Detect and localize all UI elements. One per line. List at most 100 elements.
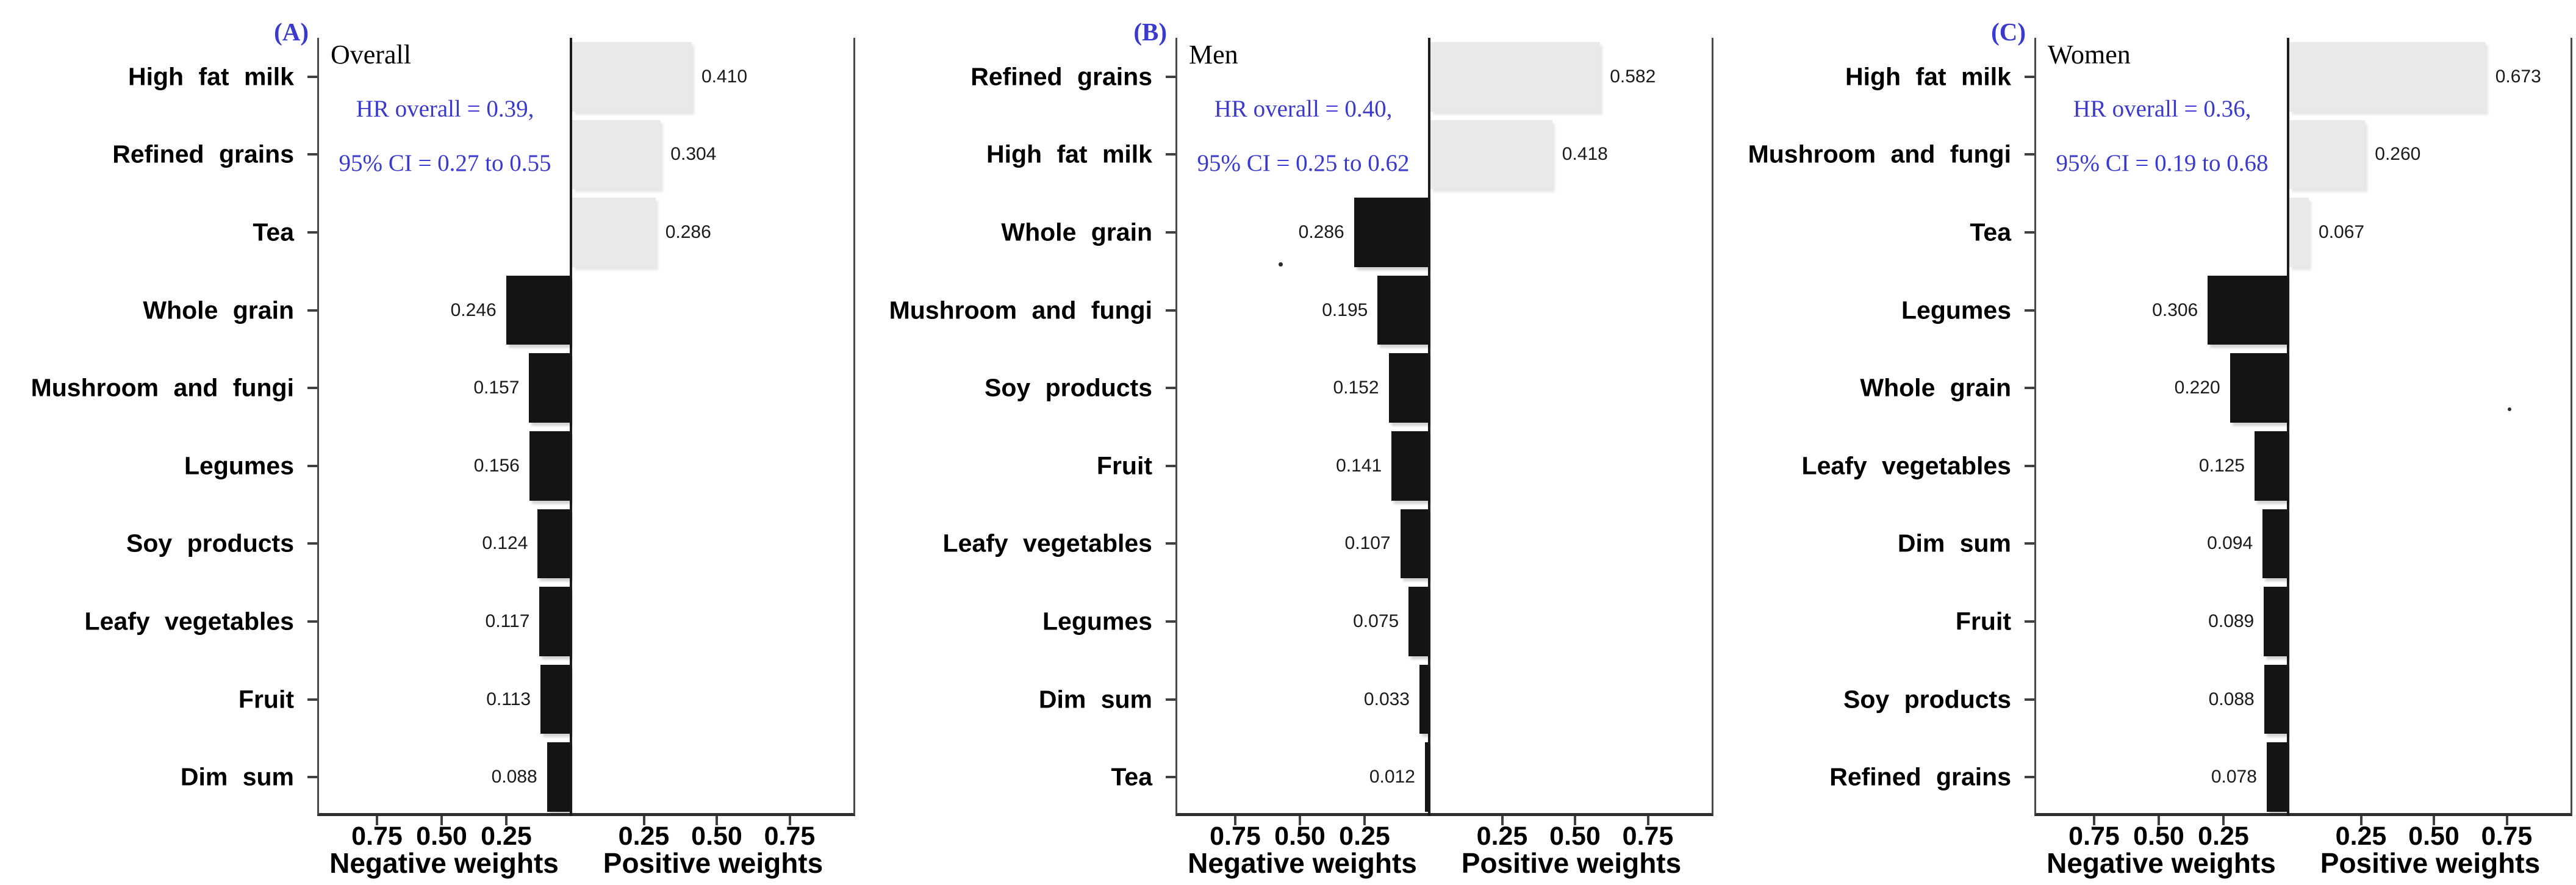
weight-value: 0.117 (485, 611, 530, 631)
bar-row: Tea 0.286 (0, 193, 858, 271)
x-tick-label: 0.50 (691, 822, 742, 851)
bar-row: Legumes 0.306 (1717, 271, 2576, 349)
weight-bar (2289, 198, 2309, 267)
category-cell: Refined grains (1717, 738, 2034, 816)
y-axis-tick (1166, 776, 1175, 779)
y-axis-tick (1166, 75, 1175, 78)
category-label: Whole grain (1001, 218, 1152, 246)
category-label: Legumes (1042, 607, 1152, 636)
x-tick-label: 0.75 (764, 822, 816, 851)
bar-row: Whole grain 0.220 (1717, 349, 2576, 427)
category-label: Refined grains (1829, 762, 2011, 791)
weight-value: 0.124 (482, 533, 528, 554)
x-axis-tick (505, 816, 508, 825)
positive-axis-title: Positive weights (2320, 847, 2541, 879)
x-tick-label: 0.50 (1549, 822, 1601, 851)
weight-value: 0.088 (491, 767, 537, 787)
category-cell: Fruit (1717, 582, 2034, 661)
bar-row: Leafy vegetables 0.107 (858, 505, 1717, 583)
ci-annotation: 95% CI = 0.25 to 0.62 (1197, 150, 1410, 176)
x-tick-label: 0.75 (1210, 822, 1261, 851)
weight-value: 0.075 (1353, 611, 1399, 631)
bar-row: Fruit 0.113 (0, 661, 858, 739)
category-label: Soy products (126, 529, 294, 557)
x-tick-label: 0.75 (1622, 822, 1674, 851)
bar-row: Mushroom and fungi 0.157 (0, 349, 858, 427)
category-label: Leafy vegetables (84, 607, 294, 636)
x-axis-tick (2158, 816, 2160, 825)
panel-women: (C) High fat milk 0.673 Mushroom and fungi… (1717, 0, 2576, 885)
positive-axis-title: Positive weights (603, 847, 823, 879)
x-axis-tick (376, 816, 378, 825)
weight-bar (1400, 509, 1428, 579)
weight-bar (1419, 664, 1428, 734)
weight-bar (506, 275, 570, 345)
negative-axis-title: Negative weights (2047, 847, 2276, 879)
y-axis-tick (1166, 542, 1175, 545)
category-label: Tea (253, 218, 294, 246)
ci-annotation: 95% CI = 0.19 to 0.68 (2056, 150, 2269, 176)
bar-row: Refined grains 0.582 (858, 38, 1717, 116)
hr-annotation-block: HR overall = 0.39, 95% CI = 0.27 to 0.55 (319, 82, 571, 190)
x-axis-tick (642, 816, 645, 825)
category-cell: Dim sum (858, 661, 1175, 739)
bar-row: Soy products 0.124 (0, 505, 858, 583)
weight-bar (1391, 431, 1428, 501)
x-tick-label: 0.25 (2198, 822, 2249, 851)
weight-value: 0.246 (450, 299, 497, 320)
weight-value: 0.141 (1336, 455, 1382, 476)
category-cell: Leafy vegetables (0, 582, 317, 661)
weight-value: 0.157 (473, 378, 520, 398)
x-tick-label: 0.25 (618, 822, 670, 851)
category-cell: Soy products (0, 505, 317, 583)
bar-row: High fat milk 0.673 (1717, 38, 2576, 116)
x-axis-tick (1299, 816, 1301, 825)
category-cell: Tea (1717, 193, 2034, 271)
category-label: Whole grain (1860, 373, 2011, 402)
category-cell: Tea (858, 738, 1175, 816)
category-cell: Refined grains (858, 38, 1175, 116)
x-tick-label: 0.50 (416, 822, 467, 851)
weight-value: 0.089 (2208, 611, 2255, 631)
y-axis-tick (2025, 620, 2034, 623)
weight-value: 0.125 (2198, 455, 2245, 476)
bar-row: Tea 0.067 (1717, 193, 2576, 271)
negative-axis-title: Negative weights (329, 847, 559, 879)
category-cell: Leafy vegetables (858, 505, 1175, 583)
category-label: Legumes (184, 451, 294, 480)
panel-tag: (B) (1133, 18, 1167, 46)
x-tick-label: 0.50 (2408, 822, 2459, 851)
category-cell: Legumes (0, 427, 317, 505)
weight-bar (572, 42, 692, 112)
weight-value: 0.195 (1322, 299, 1368, 320)
category-label: Soy products (985, 373, 1152, 402)
weight-value: 0.152 (1333, 378, 1379, 398)
weight-bar (2266, 742, 2287, 812)
y-axis-tick (1166, 309, 1175, 312)
category-cell: Legumes (858, 582, 1175, 661)
category-cell: Mushroom and fungi (1717, 116, 2034, 194)
category-label: Refined grains (970, 62, 1152, 91)
category-cell: Soy products (858, 349, 1175, 427)
x-axis-tick (1501, 816, 1504, 825)
weight-value: 0.260 (2375, 144, 2421, 165)
x-axis-tick (1646, 816, 1649, 825)
bar-row: Soy products 0.088 (1717, 661, 2576, 739)
bar-row: Legumes 0.075 (858, 582, 1717, 661)
weight-value: 0.286 (665, 221, 711, 242)
weight-value: 0.113 (486, 689, 531, 709)
zero-axis-line (2287, 38, 2289, 816)
y-axis-tick (307, 153, 317, 156)
bar-row: Leafy vegetables 0.117 (0, 582, 858, 661)
y-axis-tick (1166, 620, 1175, 623)
weight-value: 0.033 (1363, 689, 1410, 709)
y-axis-tick (307, 542, 317, 545)
y-axis-tick (307, 620, 317, 623)
hr-annotation: HR overall = 0.40, (1214, 96, 1393, 122)
ci-annotation: 95% CI = 0.27 to 0.55 (339, 150, 551, 176)
weight-bar (1354, 198, 1428, 267)
weight-value: 0.220 (2174, 378, 2220, 398)
y-axis-tick (2025, 464, 2034, 467)
x-axis-tick (1234, 816, 1236, 825)
weight-bar (572, 198, 656, 267)
